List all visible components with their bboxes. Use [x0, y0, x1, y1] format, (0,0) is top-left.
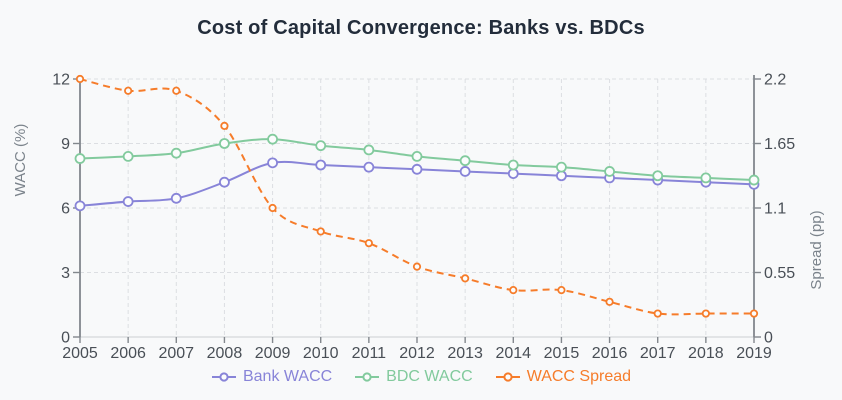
- wacc-spread-point-2011[interactable]: [364, 239, 373, 248]
- bdc-wacc-point-2008[interactable]: [219, 138, 230, 149]
- bank-wacc-point-2008[interactable]: [219, 176, 230, 188]
- bdc-wacc-point-2011[interactable]: [363, 144, 375, 156]
- bdc-wacc-point-2007[interactable]: [170, 147, 182, 159]
- x-tick-label: 2006: [110, 345, 146, 362]
- bank-wacc-point-2007[interactable]: [170, 192, 182, 204]
- bdc-wacc-point-2013[interactable]: [459, 155, 471, 167]
- wacc-spread-point-2007[interactable]: [172, 86, 181, 95]
- legend-item-wacc-spread[interactable]: WACC Spread: [495, 368, 631, 386]
- bank-wacc-point-2014[interactable]: [507, 168, 519, 180]
- y-tick-label-right: 1.65: [764, 136, 795, 153]
- y-tick-label-right: 0.55: [764, 265, 795, 282]
- wacc-spread-point-2015[interactable]: [557, 285, 566, 295]
- x-tick-label: 2008: [207, 345, 243, 362]
- bank-wacc-point-2010[interactable]: [315, 159, 327, 171]
- x-tick-label: 2009: [255, 345, 291, 362]
- y-tick-label-left: 6: [61, 201, 70, 218]
- legend-label: WACC Spread: [526, 368, 632, 385]
- wacc-spread-point-2017[interactable]: [653, 309, 662, 318]
- wacc-spread-point-2013[interactable]: [461, 274, 470, 283]
- bank-wacc-point-2009[interactable]: [267, 157, 278, 169]
- x-tick-label: 2015: [544, 345, 580, 362]
- y-tick-label-left: 3: [61, 265, 70, 282]
- left-axis-title: WACC (%): [12, 124, 29, 197]
- legend-label: Bank WACC: [242, 368, 333, 385]
- legend-item-bank-wacc[interactable]: Bank WACC: [211, 368, 332, 386]
- x-tick-label: 2016: [592, 345, 628, 362]
- y-tick-label-right: 1.1: [764, 201, 786, 218]
- legend-label: BDC WACC: [386, 368, 473, 385]
- bdc-wacc-point-2019[interactable]: [748, 174, 760, 186]
- bdc-wacc-point-2009[interactable]: [267, 133, 278, 145]
- x-tick-label: 2017: [640, 345, 676, 362]
- bank-wacc-point-2015[interactable]: [556, 170, 567, 182]
- bdc-wacc-point-2005[interactable]: [74, 153, 86, 164]
- bdc-wacc-point-2012[interactable]: [411, 150, 423, 162]
- right-axis-title: Spread (pp): [808, 210, 825, 289]
- y-tick-label-left: 9: [61, 136, 70, 153]
- x-tick-label: 2014: [495, 345, 531, 362]
- wacc-spread-point-2006[interactable]: [124, 86, 133, 95]
- bdc-wacc-point-2018[interactable]: [700, 172, 712, 184]
- x-tick-label: 2007: [158, 345, 194, 362]
- bdc-wacc-point-2016[interactable]: [604, 166, 615, 177]
- bank-wacc-point-2006[interactable]: [122, 196, 134, 207]
- wacc-spread-point-2008[interactable]: [220, 121, 229, 131]
- legend-line-marker-icon: [495, 372, 520, 382]
- chart-legend: Bank WACC BDC WACC WACC Spread: [0, 368, 842, 386]
- y-tick-label-right: 2.2: [764, 72, 786, 89]
- x-tick-label: 2012: [399, 345, 435, 362]
- x-tick-label: 2010: [303, 345, 339, 362]
- bank-wacc-point-2011[interactable]: [363, 161, 375, 173]
- x-tick-label: 2005: [62, 345, 98, 362]
- y-tick-label-left: 12: [52, 72, 70, 89]
- wacc-spread-point-2012[interactable]: [412, 262, 422, 271]
- bdc-wacc-point-2015[interactable]: [556, 161, 567, 173]
- x-tick-label: 2011: [352, 345, 387, 362]
- x-tick-label: 2013: [447, 345, 483, 362]
- bdc-wacc-point-2017[interactable]: [652, 170, 664, 182]
- wacc-spread-point-2019[interactable]: [749, 309, 759, 318]
- wacc-spread-point-2005[interactable]: [75, 74, 85, 84]
- legend-line-marker-icon: [211, 372, 236, 382]
- wacc-spread-point-2016[interactable]: [605, 297, 614, 306]
- wacc-spread-point-2010[interactable]: [316, 227, 325, 236]
- legend-item-bdc-wacc[interactable]: BDC WACC: [354, 368, 473, 386]
- legend-line-marker-icon: [355, 372, 380, 382]
- y-tick-label-left: 0: [61, 330, 70, 347]
- bdc-wacc-point-2006[interactable]: [122, 150, 134, 162]
- bdc-wacc-point-2014[interactable]: [507, 159, 519, 171]
- bank-wacc-point-2013[interactable]: [459, 166, 471, 177]
- chart-title: Cost of Capital Convergence: Banks vs. B…: [197, 17, 645, 39]
- wacc-spread-point-2014[interactable]: [509, 285, 518, 295]
- wacc-spread-point-2009[interactable]: [268, 203, 277, 213]
- x-tick-label: 2018: [688, 345, 724, 362]
- bdc-wacc-point-2010[interactable]: [315, 140, 327, 152]
- bank-wacc-point-2012[interactable]: [411, 163, 423, 175]
- y-tick-label-right: 0: [764, 330, 773, 347]
- wacc-spread-point-2018[interactable]: [701, 309, 710, 318]
- bank-wacc-point-2005[interactable]: [74, 200, 86, 212]
- x-tick-label: 2019: [736, 345, 772, 362]
